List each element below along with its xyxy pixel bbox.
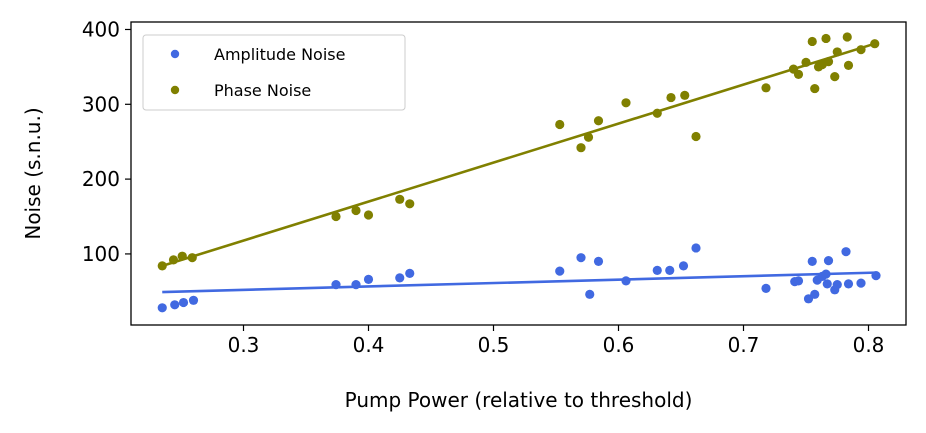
amplitude-noise-point <box>351 280 361 290</box>
phase-noise-point <box>363 210 374 220</box>
phase-noise-point <box>583 132 594 142</box>
amplitude-noise-point <box>843 279 854 289</box>
y-tick-label: 200 <box>82 167 120 191</box>
phase-noise-point <box>810 83 820 94</box>
phase-noise-point <box>680 90 690 100</box>
amplitude-noise-point <box>761 283 771 293</box>
axes-frame <box>130 21 907 326</box>
plot-layer <box>157 32 881 313</box>
x-tick-label: 0.5 <box>478 333 510 357</box>
amplitude-noise-point <box>585 289 595 299</box>
amplitude-noise-point <box>678 261 689 271</box>
amplitude-noise-point <box>665 265 675 275</box>
x-tick-label: 0.4 <box>353 333 385 357</box>
amplitude-noise-point <box>555 266 565 276</box>
amplitude-noise-point <box>807 256 817 267</box>
amplitude-noise-point <box>576 253 586 263</box>
amplitude-noise-point <box>793 276 804 286</box>
phase-noise-point <box>331 211 341 222</box>
x-tick-label: 0.6 <box>603 333 635 357</box>
phase-noise-point <box>821 33 831 44</box>
phase-noise-point <box>761 83 771 93</box>
amplitude-noise-point <box>832 280 842 290</box>
phase-noise-point <box>793 69 804 79</box>
phase-noise-point <box>870 39 880 49</box>
amplitude-noise-point <box>810 289 820 299</box>
legend-label-phase-noise: Phase Noise <box>214 81 311 100</box>
amplitude-noise-point <box>157 303 167 313</box>
legend-label-amplitude-noise: Amplitude Noise <box>214 45 345 64</box>
legend-box <box>142 34 406 111</box>
phase-noise-point <box>395 194 405 204</box>
phase-noise-point <box>823 57 834 67</box>
phase-noise-point <box>187 253 197 263</box>
phase-noise-point <box>856 45 866 55</box>
x-tick-label: 0.8 <box>853 333 885 357</box>
phase-noise-point <box>405 199 415 209</box>
amplitude-noise-point <box>593 256 604 267</box>
amplitude-noise-point <box>178 297 189 308</box>
phase-noise-point <box>168 255 179 265</box>
x-tick-label: 0.7 <box>728 333 760 357</box>
legend-marker-amplitude-noise <box>170 49 180 59</box>
amplitude-noise-fit-line <box>162 271 875 294</box>
amplitude-noise-point <box>363 274 374 284</box>
phase-noise-point <box>177 251 187 261</box>
x-axis-label: Pump Power (relative to threshold) <box>345 388 693 412</box>
phase-noise-point <box>652 108 662 118</box>
phase-noise-point <box>666 92 676 103</box>
x-tick-label: 0.3 <box>228 333 260 357</box>
amplitude-noise-point <box>188 295 199 305</box>
phase-noise-point <box>351 205 361 216</box>
amplitude-noise-point <box>621 276 631 286</box>
amplitude-noise-point <box>821 269 831 279</box>
legend-marker-phase-noise <box>170 85 180 95</box>
amplitude-noise-point <box>856 278 866 288</box>
phase-noise-point <box>832 47 842 57</box>
phase-noise-point <box>807 36 817 47</box>
amplitude-noise-point <box>691 243 701 253</box>
amplitude-noise-point <box>331 280 341 290</box>
amplitude-noise-point <box>405 268 415 278</box>
amplitude-noise-point <box>871 271 881 281</box>
tick-layer: 0.3 0.4 0.5 0.6 0.7 0.8 100 200 300 400 <box>82 17 885 357</box>
phase-noise-point <box>621 98 631 108</box>
amplitude-noise-point <box>841 247 851 257</box>
phase-noise-point <box>593 116 604 126</box>
y-axis-label: Noise (s.n.u.) <box>21 107 45 239</box>
phase-noise-point <box>830 72 840 82</box>
amplitude-noise-point <box>652 265 662 275</box>
phase-noise-fit-line <box>161 42 876 268</box>
amplitude-noise-point <box>823 256 834 266</box>
legend: Amplitude Noise Phase Noise <box>142 34 406 111</box>
phase-noise-point <box>691 131 701 142</box>
phase-noise-point <box>555 119 565 130</box>
y-tick-label: 400 <box>82 17 120 41</box>
y-tick-label: 100 <box>82 242 120 266</box>
amplitude-noise-point <box>395 273 405 283</box>
phase-noise-point <box>843 60 854 70</box>
phase-noise-point <box>842 32 852 42</box>
phase-noise-point <box>801 57 811 67</box>
amplitude-noise-point <box>170 300 180 310</box>
amplitude-noise-point <box>822 279 832 289</box>
phase-noise-point <box>576 143 586 153</box>
phase-noise-point <box>157 261 167 271</box>
y-tick-label: 300 <box>82 92 120 116</box>
